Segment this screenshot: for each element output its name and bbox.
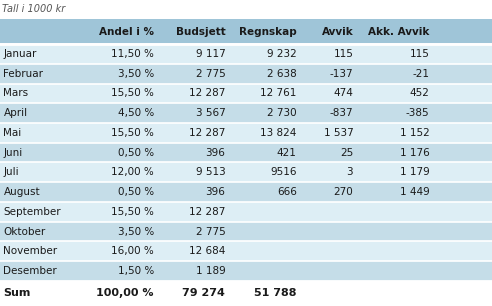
Bar: [0, 143, 492, 162]
Text: 2 638: 2 638: [267, 69, 297, 79]
Text: 3,50 %: 3,50 %: [118, 226, 154, 237]
Text: 1 449: 1 449: [400, 187, 430, 197]
Text: 115: 115: [410, 49, 430, 59]
Bar: [0, 64, 492, 84]
Bar: [0, 162, 492, 182]
Bar: [0, 44, 492, 64]
Text: 1 179: 1 179: [400, 167, 430, 177]
Text: 0,50 %: 0,50 %: [118, 147, 154, 158]
Text: 1 176: 1 176: [400, 147, 430, 158]
Text: 12 287: 12 287: [189, 88, 225, 99]
Text: 15,50 %: 15,50 %: [111, 128, 154, 138]
Text: Budsjett: Budsjett: [176, 27, 225, 36]
Text: 12 684: 12 684: [189, 246, 225, 256]
Text: 2 730: 2 730: [267, 108, 297, 118]
Text: September: September: [3, 207, 61, 217]
Text: Sum: Sum: [3, 289, 31, 298]
Text: 13 824: 13 824: [260, 128, 297, 138]
Text: 25: 25: [340, 147, 353, 158]
Text: 115: 115: [334, 49, 353, 59]
Text: 51 788: 51 788: [254, 289, 297, 298]
Text: 79 274: 79 274: [183, 289, 225, 298]
Text: November: November: [3, 246, 58, 256]
Text: Akk. Avvik: Akk. Avvik: [368, 27, 430, 36]
Text: 1 189: 1 189: [196, 266, 225, 276]
Text: 396: 396: [206, 147, 225, 158]
Text: 1,50 %: 1,50 %: [118, 266, 154, 276]
Text: 452: 452: [410, 88, 430, 99]
Text: April: April: [3, 108, 28, 118]
Bar: [0, 202, 492, 222]
Text: 3,50 %: 3,50 %: [118, 69, 154, 79]
Bar: [0, 241, 492, 261]
Text: Juni: Juni: [3, 147, 23, 158]
Text: 2 775: 2 775: [196, 226, 225, 237]
Text: 396: 396: [206, 187, 225, 197]
Text: 2 775: 2 775: [196, 69, 225, 79]
Text: 9 117: 9 117: [196, 49, 225, 59]
Text: 16,00 %: 16,00 %: [111, 246, 154, 256]
Text: 3 567: 3 567: [196, 108, 225, 118]
Text: August: August: [3, 187, 40, 197]
Text: 12,00 %: 12,00 %: [111, 167, 154, 177]
Text: Februar: Februar: [3, 69, 43, 79]
Text: -385: -385: [406, 108, 430, 118]
Bar: [0, 123, 492, 143]
Text: 4,50 %: 4,50 %: [118, 108, 154, 118]
Text: -21: -21: [412, 69, 430, 79]
Text: Regnskap: Regnskap: [239, 27, 297, 36]
Text: 9 513: 9 513: [196, 167, 225, 177]
Text: 0,50 %: 0,50 %: [118, 187, 154, 197]
Bar: [0, 222, 492, 241]
Text: -837: -837: [330, 108, 353, 118]
Text: Mars: Mars: [3, 88, 29, 99]
Bar: [0, 19, 492, 44]
Text: -137: -137: [330, 69, 353, 79]
Text: 12 287: 12 287: [189, 128, 225, 138]
Text: 9516: 9516: [270, 167, 297, 177]
Text: 474: 474: [334, 88, 353, 99]
Bar: [0, 103, 492, 123]
Text: 15,50 %: 15,50 %: [111, 88, 154, 99]
Text: Avvik: Avvik: [321, 27, 353, 36]
Text: 100,00 %: 100,00 %: [96, 289, 154, 298]
Text: Tall i 1000 kr: Tall i 1000 kr: [2, 4, 66, 14]
Bar: [0, 84, 492, 103]
Text: Andel i %: Andel i %: [99, 27, 154, 36]
Text: 666: 666: [277, 187, 297, 197]
Text: 15,50 %: 15,50 %: [111, 207, 154, 217]
Text: 12 761: 12 761: [260, 88, 297, 99]
Text: 9 232: 9 232: [267, 49, 297, 59]
Text: Desember: Desember: [3, 266, 57, 276]
Text: Oktober: Oktober: [3, 226, 46, 237]
Text: 270: 270: [334, 187, 353, 197]
Text: 421: 421: [277, 147, 297, 158]
Bar: [0, 281, 492, 306]
Text: Mai: Mai: [3, 128, 22, 138]
Text: 11,50 %: 11,50 %: [111, 49, 154, 59]
Bar: [0, 182, 492, 202]
Text: 1 537: 1 537: [324, 128, 353, 138]
Text: Juli: Juli: [3, 167, 19, 177]
Text: 12 287: 12 287: [189, 207, 225, 217]
Bar: [0, 261, 492, 281]
Text: 3: 3: [347, 167, 353, 177]
Text: 1 152: 1 152: [400, 128, 430, 138]
Text: Januar: Januar: [3, 49, 37, 59]
